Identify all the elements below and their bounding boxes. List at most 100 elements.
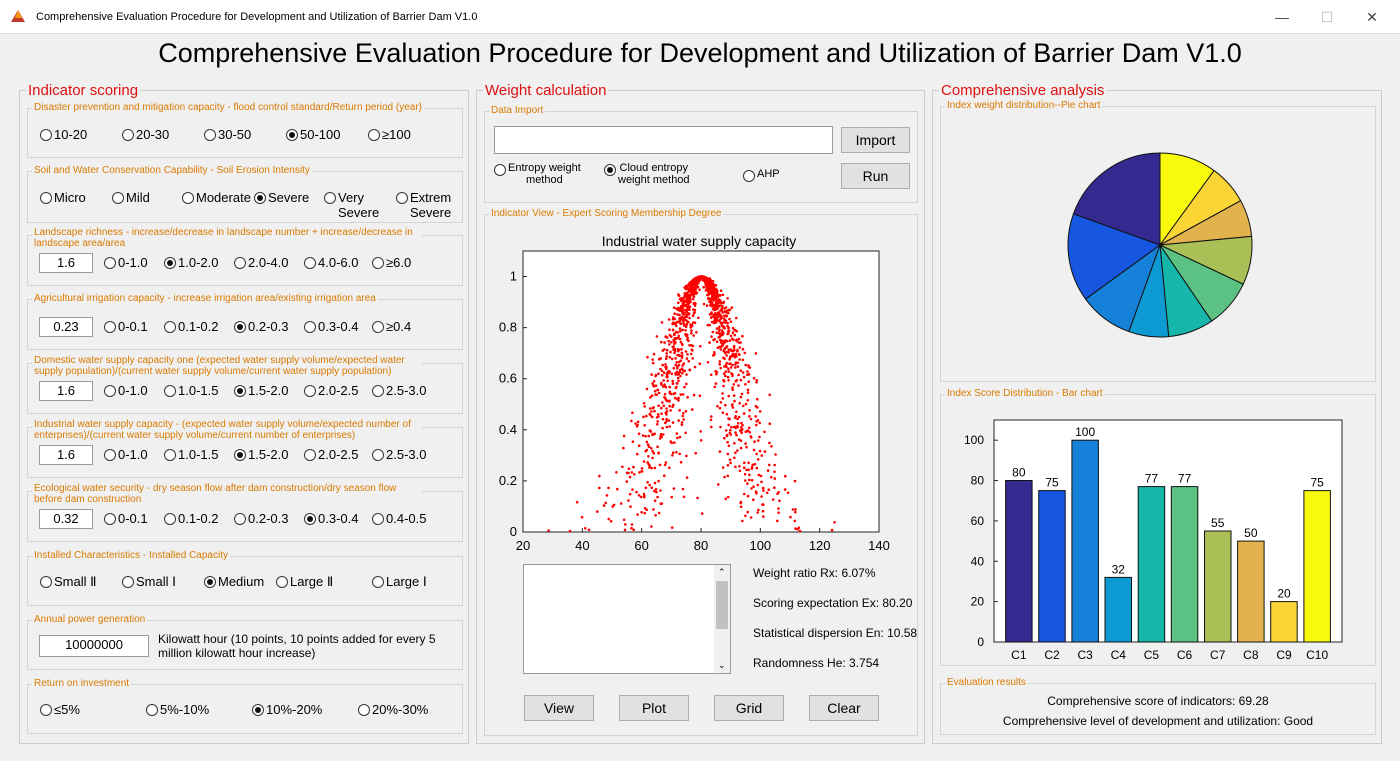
radio-circle[interactable] — [396, 192, 408, 204]
ecological-value-input[interactable]: 0.32 — [39, 509, 93, 529]
installed-option-1[interactable]: Small Ⅱ — [40, 574, 97, 590]
industrial-option-2[interactable]: 1.0-1.5 — [164, 447, 218, 462]
flood-option-5[interactable]: ≥100 — [368, 127, 411, 142]
roi-option-1[interactable]: ≤5% — [40, 702, 80, 717]
clear-button[interactable]: Clear — [809, 695, 879, 721]
flood-option-2[interactable]: 20-30 — [122, 127, 169, 142]
radio-circle[interactable] — [743, 170, 755, 182]
installed-option-5[interactable]: Large Ⅰ — [372, 574, 427, 590]
ecological-option-1[interactable]: 0-0.1 — [104, 511, 148, 526]
weight-method-option-1[interactable]: Entropy weight method — [494, 162, 581, 186]
radio-circle[interactable] — [372, 321, 384, 333]
radio-circle[interactable] — [112, 192, 124, 204]
landscape-value-input[interactable]: 1.6 — [39, 253, 93, 273]
soil-option-3[interactable]: Moderate — [182, 190, 251, 205]
import-button[interactable]: Import — [841, 127, 910, 153]
radio-circle[interactable] — [182, 192, 194, 204]
radio-circle[interactable] — [204, 576, 216, 588]
irrigation-option-3[interactable]: 0.2-0.3 — [234, 319, 288, 334]
soil-option-6[interactable]: Extrem Severe — [396, 190, 451, 220]
installed-option-4[interactable]: Large Ⅱ — [276, 574, 333, 590]
grid-button[interactable]: Grid — [714, 695, 784, 721]
industrial-option-3[interactable]: 1.5-2.0 — [234, 447, 288, 462]
data-path-input[interactable] — [494, 126, 833, 154]
radio-circle[interactable] — [372, 385, 384, 397]
radio-circle[interactable] — [286, 129, 298, 141]
radio-circle[interactable] — [304, 257, 316, 269]
radio-circle[interactable] — [164, 513, 176, 525]
power-value-input[interactable]: 10000000 — [39, 635, 149, 657]
installed-option-3[interactable]: Medium — [204, 574, 264, 589]
radio-circle[interactable] — [164, 257, 176, 269]
flood-option-1[interactable]: 10-20 — [40, 127, 87, 142]
scroll-up-icon[interactable]: ⌃ — [718, 567, 726, 577]
irrigation-value-input[interactable]: 0.23 — [39, 317, 93, 337]
radio-circle[interactable] — [372, 576, 384, 588]
weight-method-option-3[interactable]: AHP — [743, 168, 780, 182]
roi-option-2[interactable]: 5%-10% — [146, 702, 209, 717]
radio-circle[interactable] — [164, 321, 176, 333]
radio-circle[interactable] — [254, 192, 266, 204]
radio-circle[interactable] — [234, 385, 246, 397]
run-button[interactable]: Run — [841, 163, 910, 189]
domestic-option-3[interactable]: 1.5-2.0 — [234, 383, 288, 398]
radio-circle[interactable] — [40, 129, 52, 141]
radio-circle[interactable] — [104, 449, 116, 461]
radio-circle[interactable] — [104, 385, 116, 397]
radio-circle[interactable] — [234, 513, 246, 525]
weight-method-option-2[interactable]: Cloud entropy weight method — [604, 162, 690, 186]
ecological-option-5[interactable]: 0.4-0.5 — [372, 511, 426, 526]
close-button[interactable]: ✕ — [1366, 9, 1378, 25]
scroll-down-icon[interactable]: ⌄ — [718, 660, 726, 670]
scrollbar[interactable]: ⌃ ⌄ — [714, 565, 730, 673]
industrial-option-5[interactable]: 2.5-3.0 — [372, 447, 426, 462]
ecological-option-2[interactable]: 0.1-0.2 — [164, 511, 218, 526]
roi-option-3[interactable]: 10%-20% — [252, 702, 322, 717]
industrial-option-1[interactable]: 0-1.0 — [104, 447, 148, 462]
radio-circle[interactable] — [164, 449, 176, 461]
radio-circle[interactable] — [372, 513, 384, 525]
flood-option-4[interactable]: 50-100 — [286, 127, 340, 142]
radio-circle[interactable] — [234, 321, 246, 333]
info-listbox[interactable]: ⌃ ⌄ — [523, 564, 731, 674]
radio-circle[interactable] — [104, 513, 116, 525]
domestic-option-2[interactable]: 1.0-1.5 — [164, 383, 218, 398]
domestic-value-input[interactable]: 1.6 — [39, 381, 93, 401]
radio-circle[interactable] — [234, 257, 246, 269]
soil-option-2[interactable]: Mild — [112, 190, 150, 205]
radio-circle[interactable] — [372, 449, 384, 461]
view-button[interactable]: View — [524, 695, 594, 721]
soil-option-1[interactable]: Micro — [40, 190, 86, 205]
radio-circle[interactable] — [146, 704, 158, 716]
plot-button[interactable]: Plot — [619, 695, 689, 721]
radio-circle[interactable] — [40, 576, 52, 588]
roi-option-4[interactable]: 20%-30% — [358, 702, 428, 717]
radio-circle[interactable] — [372, 257, 384, 269]
landscape-option-3[interactable]: 2.0-4.0 — [234, 255, 288, 270]
radio-circle[interactable] — [304, 385, 316, 397]
ecological-option-4[interactable]: 0.3-0.4 — [304, 511, 358, 526]
radio-circle[interactable] — [204, 129, 216, 141]
radio-circle[interactable] — [368, 129, 380, 141]
soil-option-5[interactable]: Very Severe — [324, 190, 379, 220]
radio-circle[interactable] — [122, 129, 134, 141]
radio-circle[interactable] — [324, 192, 336, 204]
radio-circle[interactable] — [304, 321, 316, 333]
radio-circle[interactable] — [276, 576, 288, 588]
radio-circle[interactable] — [104, 257, 116, 269]
radio-circle[interactable] — [40, 704, 52, 716]
flood-option-3[interactable]: 30-50 — [204, 127, 251, 142]
scroll-thumb[interactable] — [716, 581, 728, 629]
soil-option-4[interactable]: Severe — [254, 190, 309, 205]
radio-circle[interactable] — [122, 576, 134, 588]
industrial-value-input[interactable]: 1.6 — [39, 445, 93, 465]
domestic-option-1[interactable]: 0-1.0 — [104, 383, 148, 398]
maximize-button[interactable]: ☐ — [1320, 9, 1334, 25]
irrigation-option-1[interactable]: 0-0.1 — [104, 319, 148, 334]
radio-circle[interactable] — [234, 449, 246, 461]
ecological-option-3[interactable]: 0.2-0.3 — [234, 511, 288, 526]
radio-circle[interactable] — [494, 164, 506, 176]
landscape-option-5[interactable]: ≥6.0 — [372, 255, 411, 270]
radio-circle[interactable] — [604, 164, 616, 176]
minimize-button[interactable]: — — [1275, 9, 1289, 25]
